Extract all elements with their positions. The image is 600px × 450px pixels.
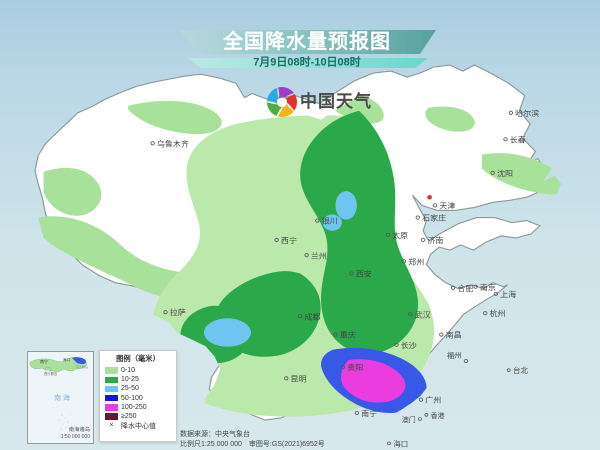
svg-text:贵阳: 贵阳 xyxy=(347,362,363,372)
svg-text:上海: 上海 xyxy=(500,289,516,299)
svg-text:南宁: 南宁 xyxy=(40,358,48,364)
svg-text:台北: 台北 xyxy=(513,366,529,375)
svg-text:济南: 济南 xyxy=(427,235,443,245)
svg-text:银川: 银川 xyxy=(322,216,338,226)
svg-text:海口: 海口 xyxy=(63,357,70,362)
svg-text:成都: 成都 xyxy=(304,311,320,321)
svg-text:郑州: 郑州 xyxy=(408,257,424,267)
svg-text:合肥: 合肥 xyxy=(457,283,473,293)
svg-text:石家庄: 石家庄 xyxy=(422,213,446,223)
svg-text:海口: 海口 xyxy=(393,440,408,449)
svg-text:乌鲁木齐: 乌鲁木齐 xyxy=(157,139,189,149)
svg-text:太原: 太原 xyxy=(392,230,408,240)
svg-text:全国降水量预报图: 全国降水量预报图 xyxy=(222,29,391,53)
svg-text:拉萨: 拉萨 xyxy=(170,307,186,317)
svg-text:南海: 南海 xyxy=(54,393,72,402)
svg-text:南京: 南京 xyxy=(480,282,496,292)
svg-text:昆明: 昆明 xyxy=(291,375,307,384)
svg-text:沈阳: 沈阳 xyxy=(497,168,513,178)
svg-text:南昌: 南昌 xyxy=(446,330,462,340)
svg-text:香港: 香港 xyxy=(431,411,445,420)
svg-text:哈尔滨: 哈尔滨 xyxy=(515,108,539,118)
svg-text:澳门: 澳门 xyxy=(402,415,416,424)
svg-text:长春: 长春 xyxy=(510,135,526,145)
svg-text:西宁: 西宁 xyxy=(281,235,297,245)
svg-text:杭州: 杭州 xyxy=(489,308,505,318)
svg-text:武汉: 武汉 xyxy=(415,309,431,319)
svg-text:重庆: 重庆 xyxy=(340,330,356,340)
svg-text:7月9日08时-10日08时: 7月9日08时-10日08时 xyxy=(253,55,361,69)
svg-text:长沙: 长沙 xyxy=(401,340,417,350)
svg-text:福州: 福州 xyxy=(447,351,462,360)
svg-text:广州: 广州 xyxy=(425,395,441,405)
svg-text:西沙群岛: 西沙群岛 xyxy=(44,371,58,376)
svg-text:西安: 西安 xyxy=(356,269,372,279)
svg-text:兰州: 兰州 xyxy=(311,250,327,260)
svg-text:南宁: 南宁 xyxy=(361,408,377,418)
svg-text:东沙群岛: 东沙群岛 xyxy=(76,364,88,369)
svg-text:天津: 天津 xyxy=(439,201,455,211)
